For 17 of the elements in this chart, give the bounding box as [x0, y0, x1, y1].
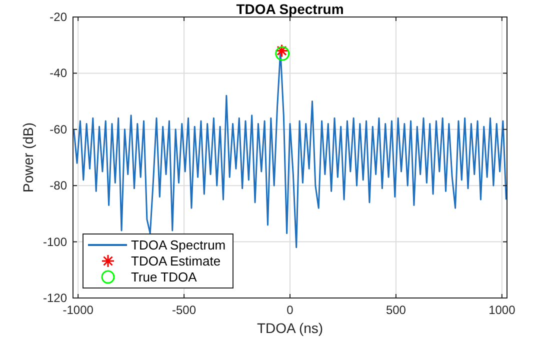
chart-title: TDOA Spectrum: [236, 1, 344, 17]
x-tick-label: -500: [172, 303, 196, 317]
legend-label: TDOA Estimate: [131, 254, 221, 268]
legend-label: True TDOA: [131, 270, 198, 284]
x-tick-label: 1000: [488, 303, 516, 317]
y-tick-label: -120: [42, 291, 68, 305]
y-tick-label: -20: [50, 10, 68, 24]
y-tick-label: -100: [42, 234, 68, 249]
x-tick-label: 0: [286, 303, 294, 317]
y-tick-label: -60: [50, 122, 68, 136]
x-axis-title: TDOA (ns): [256, 320, 324, 336]
legend-label: TDOA Spectrum: [131, 238, 226, 252]
y-axis-title: Power (dB): [20, 122, 36, 193]
x-tick-label: -1000: [62, 303, 94, 317]
y-tick-label: -40: [50, 66, 68, 80]
x-tick-label: 500: [386, 303, 406, 317]
y-tick-label: -80: [50, 178, 68, 193]
